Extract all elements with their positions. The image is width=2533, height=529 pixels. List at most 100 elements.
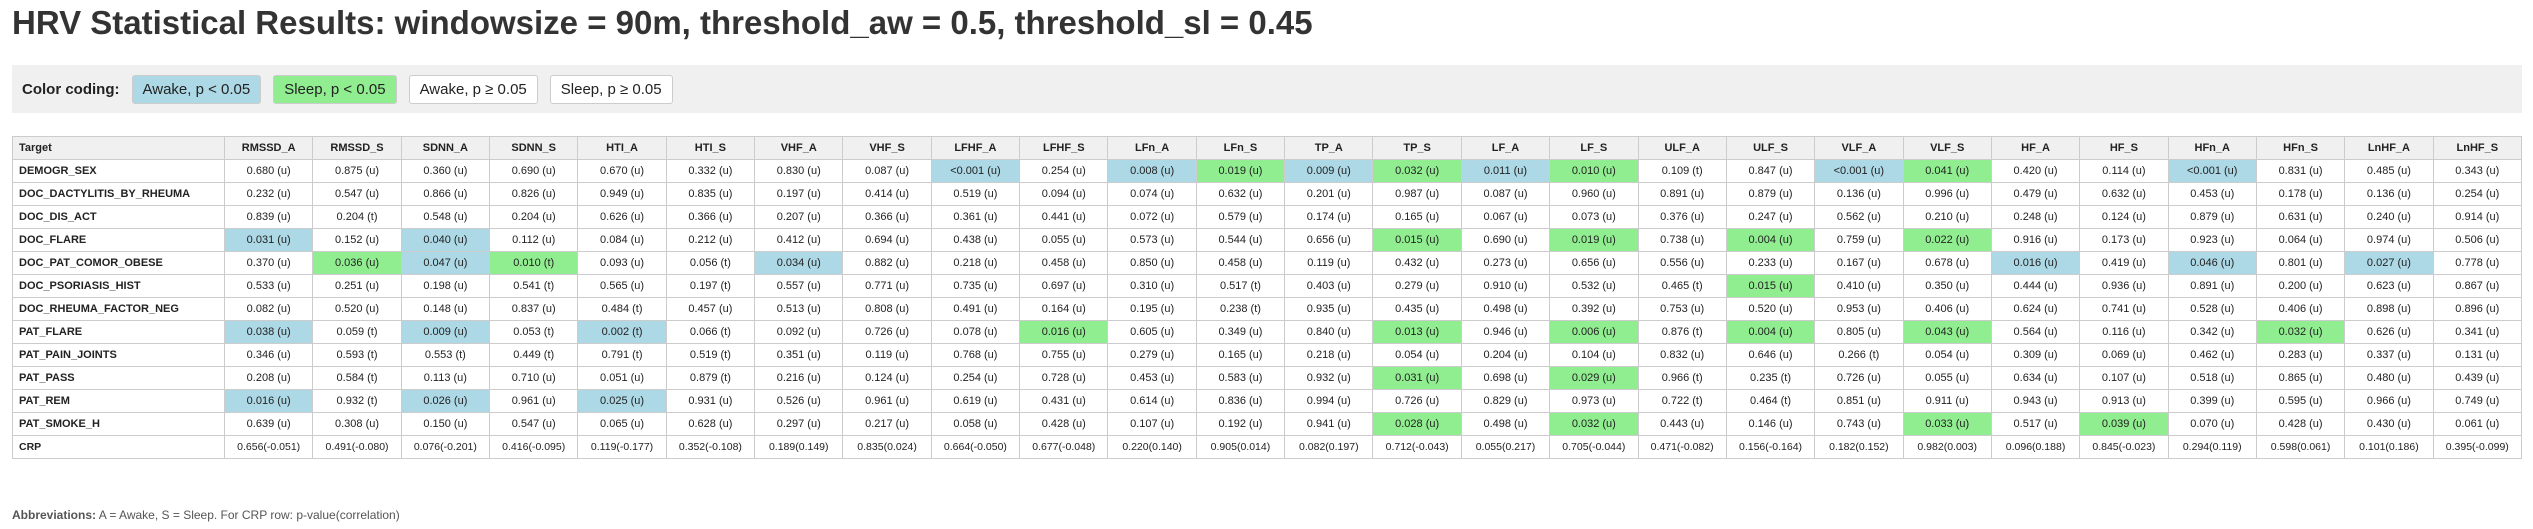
table-cell: 0.847 (u) (1725, 159, 1816, 183)
table-cell: 0.831 (u) (2255, 159, 2346, 183)
color-legend: Color coding: Awake, p < 0.05 Sleep, p <… (12, 65, 2522, 113)
table-cell: 0.204 (t) (312, 205, 402, 229)
table-row: PAT_PAIN_JOINTS 0.346 (u) 0.593 (t) 0.553 (… (12, 343, 2523, 367)
table-cell: 0.235 (t) (1725, 366, 1816, 390)
table-cell: 0.626 (u) (2344, 320, 2434, 344)
table-cell: 0.698 (u) (1460, 366, 1551, 390)
table-cell: 0.694 (u) (842, 228, 932, 252)
table-cell: 0.361 (u) (930, 205, 1021, 229)
table-cell: 0.898 (u) (2344, 297, 2434, 321)
abbreviations-footnote: Abbreviations: A = Awake, S = Sleep. For… (12, 508, 400, 522)
column-header: LnHF_S (2432, 136, 2523, 160)
table-cell: 0.457 (u) (665, 297, 756, 321)
table-cell: 0.036 (u) (312, 251, 402, 275)
table-cell: 0.735 (u) (930, 274, 1021, 298)
table-cell: 0.932 (u) (1284, 366, 1374, 390)
table-row: DEMOGR_SEX 0.680 (u) 0.875 (u) 0.360 (u) 0.6… (12, 159, 2523, 183)
table-cell: 0.987 (u) (1372, 182, 1462, 206)
table-cell: 0.039 (u) (2079, 412, 2169, 436)
table-cell: 0.004 (u) (1725, 320, 1816, 344)
table-cell: 0.015 (u) (1372, 228, 1462, 252)
table-cell: 0.982(0.003) (1902, 435, 1992, 459)
table-cell: 0.016 (u) (1990, 251, 2081, 275)
table-cell: 0.218 (u) (1284, 343, 1374, 367)
table-cell: 0.395(-0.099) (2432, 435, 2523, 459)
table-cell: 0.201 (u) (1284, 182, 1374, 206)
table-cell: 0.943 (u) (1990, 389, 2081, 413)
table-cell: 0.875 (u) (312, 159, 402, 183)
table-cell: 0.220(0.140) (1107, 435, 1197, 459)
column-header-target: Target (12, 136, 225, 160)
column-header: HFn_S (2255, 136, 2346, 160)
table-cell: 0.072 (u) (1107, 205, 1197, 229)
table-cell: 0.826 (u) (489, 182, 579, 206)
table-cell: 0.093 (u) (577, 251, 667, 275)
table-cell: 0.178 (u) (2255, 182, 2346, 206)
table-cell: 0.028 (u) (1372, 412, 1462, 436)
row-target-label: PAT_SMOKE_H (12, 412, 225, 436)
table-cell: 0.722 (t) (1637, 389, 1727, 413)
table-cell: 0.484 (t) (577, 297, 667, 321)
table-cell: 0.519 (u) (930, 182, 1021, 206)
table-cell: 0.593 (t) (312, 343, 402, 367)
table-cell: 0.553 (t) (400, 343, 491, 367)
column-header: SDNN_A (400, 136, 491, 160)
table-cell: 0.498 (u) (1460, 297, 1551, 321)
table-cell: 0.548 (u) (400, 205, 491, 229)
table-cell: 0.032 (u) (1372, 159, 1462, 183)
table-cell: 0.152 (u) (312, 228, 402, 252)
table-cell: 0.254 (u) (930, 366, 1021, 390)
table-cell: 0.830 (u) (754, 159, 844, 183)
table-cell: 0.759 (u) (1814, 228, 1904, 252)
table-cell: 0.891 (u) (1637, 182, 1727, 206)
table-cell: 0.087 (u) (1460, 182, 1551, 206)
table-cell: 0.197 (t) (665, 274, 756, 298)
table-cell: 0.491(-0.080) (312, 435, 402, 459)
table-cell: 0.026 (u) (400, 389, 491, 413)
table-cell: 0.520 (u) (312, 297, 402, 321)
table-cell: 0.399 (u) (2167, 389, 2257, 413)
table-cell: 0.376 (u) (1637, 205, 1727, 229)
table-cell: 0.755 (u) (1019, 343, 1109, 367)
column-header: LF_S (1549, 136, 1639, 160)
table-cell: 0.458 (u) (1195, 251, 1286, 275)
table-cell: 0.728 (u) (1019, 366, 1109, 390)
table-cell: 0.664(-0.050) (930, 435, 1021, 459)
table-cell: 0.916 (u) (1990, 228, 2081, 252)
table-cell: 0.905(0.014) (1195, 435, 1286, 459)
table-cell: 0.768 (u) (930, 343, 1021, 367)
table-cell: 0.009 (u) (400, 320, 491, 344)
table-row: DOC_PSORIASIS_HIST 0.533 (u) 0.251 (u) 0.19… (12, 274, 2523, 298)
footnote-text: A = Awake, S = Sleep. For CRP row: p-val… (96, 508, 400, 522)
table-cell: 0.526 (u) (754, 389, 844, 413)
table-cell: 0.449 (t) (489, 343, 579, 367)
table-cell: 0.879 (u) (1725, 182, 1816, 206)
column-header: LnHF_A (2344, 136, 2434, 160)
table-cell: 0.564 (u) (1990, 320, 2081, 344)
table-cell: 0.441 (u) (1019, 205, 1109, 229)
table-cell: 0.349 (u) (1195, 320, 1286, 344)
table-cell: 0.832 (u) (1637, 343, 1727, 367)
footnote-label: Abbreviations: (12, 508, 97, 522)
table-cell: 0.753 (u) (1637, 297, 1727, 321)
table-cell: 0.066 (t) (665, 320, 756, 344)
table-cell: 0.837 (u) (489, 297, 579, 321)
table-cell: 0.208 (u) (223, 366, 314, 390)
table-cell: 0.738 (u) (1637, 228, 1727, 252)
table-cell: 0.016 (u) (223, 389, 314, 413)
table-cell: <0.001 (u) (1814, 159, 1904, 183)
table-cell: 0.595 (u) (2255, 389, 2346, 413)
table-cell: 0.109 (t) (1637, 159, 1727, 183)
table-cell: 0.240 (u) (2344, 205, 2434, 229)
table-cell: 0.966 (t) (1637, 366, 1727, 390)
table-header-row: Target RMSSD_A RMSSD_S SDNN_A SDNN_S HTI_A HTI… (12, 136, 2523, 160)
table-cell: 0.032 (u) (1549, 412, 1639, 436)
table-cell: 0.741 (u) (2079, 297, 2169, 321)
table-cell: 0.851 (u) (1814, 389, 1904, 413)
table-cell: 0.690 (u) (489, 159, 579, 183)
table-cell: 0.119(-0.177) (577, 435, 667, 459)
row-target-label: PAT_FLARE (12, 320, 225, 344)
table-cell: 0.996 (u) (1902, 182, 1992, 206)
column-header: LFHF_S (1019, 136, 1109, 160)
table-cell: 0.966 (u) (2344, 389, 2434, 413)
